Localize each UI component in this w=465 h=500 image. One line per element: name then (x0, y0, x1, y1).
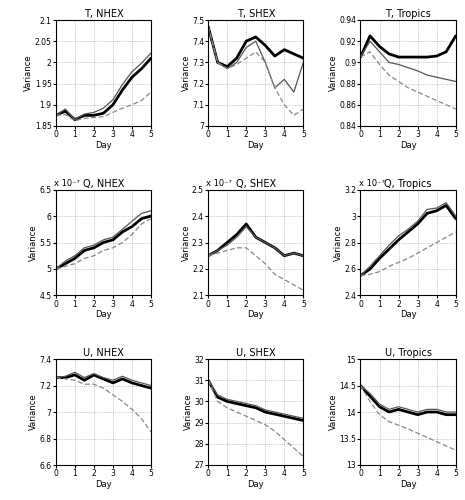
Y-axis label: Variance: Variance (184, 394, 193, 430)
Text: x 10⁻⁷: x 10⁻⁷ (359, 180, 385, 188)
Y-axis label: Variance: Variance (29, 394, 38, 430)
X-axis label: Day: Day (400, 140, 416, 149)
Title: T, Tropics: T, Tropics (385, 9, 431, 19)
Y-axis label: Variance: Variance (334, 224, 343, 261)
Y-axis label: Variance: Variance (182, 224, 191, 261)
Title: Q, NHEX: Q, NHEX (83, 178, 124, 188)
Title: U, NHEX: U, NHEX (83, 348, 124, 358)
X-axis label: Day: Day (95, 480, 112, 488)
Text: x 10⁻⁷: x 10⁻⁷ (54, 180, 80, 188)
Y-axis label: Variance: Variance (24, 54, 33, 91)
Y-axis label: Variance: Variance (329, 394, 338, 430)
Y-axis label: Variance: Variance (329, 54, 338, 91)
X-axis label: Day: Day (95, 310, 112, 319)
Title: U, Tropics: U, Tropics (385, 348, 432, 358)
Title: T, NHEX: T, NHEX (84, 9, 123, 19)
Title: Q, Tropics: Q, Tropics (385, 178, 432, 188)
X-axis label: Day: Day (247, 140, 264, 149)
X-axis label: Day: Day (95, 140, 112, 149)
X-axis label: Day: Day (247, 480, 264, 488)
Title: T, SHEX: T, SHEX (237, 9, 275, 19)
Title: Q, SHEX: Q, SHEX (236, 178, 276, 188)
Text: x 10⁻⁷: x 10⁻⁷ (206, 180, 232, 188)
X-axis label: Day: Day (400, 480, 416, 488)
Y-axis label: Variance: Variance (29, 224, 38, 261)
X-axis label: Day: Day (247, 310, 264, 319)
Y-axis label: Variance: Variance (181, 54, 191, 91)
X-axis label: Day: Day (400, 310, 416, 319)
Title: U, SHEX: U, SHEX (236, 348, 276, 358)
